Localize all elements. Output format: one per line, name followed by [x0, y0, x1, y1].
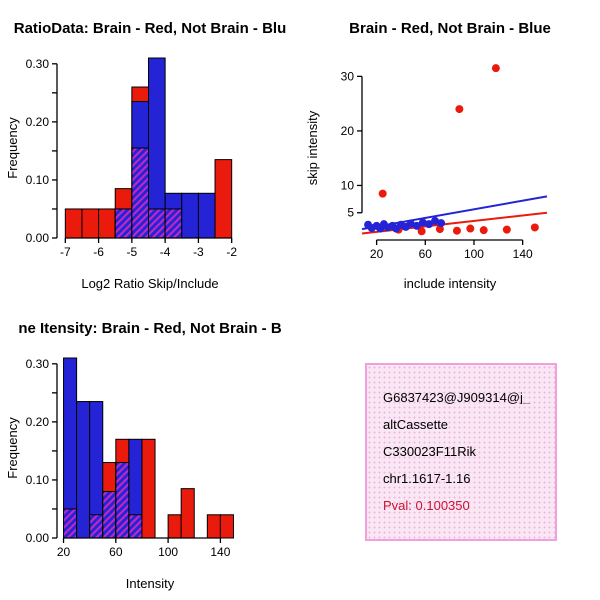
info-line-pvalue: Pval: 0.100350 — [383, 499, 470, 512]
svg-text:20: 20 — [57, 545, 71, 559]
panel-ratio-histogram: -7 -6 -5 -4 -3 -2 0.00 0.10 0.20 0.30 RatioData: … — [0, 0, 300, 300]
svg-text:-3: -3 — [193, 245, 204, 259]
gene-intensity-histogram-title: ne Itensity: Brain - Red, Not Brain - B — [18, 320, 282, 337]
svg-text:100: 100 — [464, 247, 484, 261]
ratio-histogram-title: RatioData: Brain - Red, Not Brain - Blu — [13, 20, 287, 37]
panel-intensity-scatter: 20 60 100 140 5 10 20 30 Brain - Red, Not Brain… — [300, 0, 600, 300]
intensity-scatter-xlabel: include intensity — [403, 276, 497, 291]
svg-text:30: 30 — [341, 69, 355, 83]
gene-intensity-histogram-xlabel: Intensity — [125, 576, 175, 591]
svg-text:60: 60 — [419, 247, 433, 261]
svg-text:-4: -4 — [160, 245, 171, 259]
ratio-histogram-ylabel: Frequency — [5, 117, 20, 179]
svg-text:0.00: 0.00 — [26, 531, 50, 545]
ratio-histogram-svg: -7 -6 -5 -4 -3 -2 0.00 0.10 0.20 0.30 — [26, 57, 238, 259]
svg-text:10: 10 — [341, 178, 355, 192]
gene-info-box: G6837423@J909314@j_ altCassette C330023F… — [365, 363, 557, 541]
svg-text:0.30: 0.30 — [26, 357, 50, 371]
intensity-scatter-title: Brain - Red, Not Brain - Blue — [349, 20, 551, 37]
gene-intensity-histogram-svg: 20 60 100 140 0.00 0.10 0.20 0.30 — [26, 357, 234, 559]
panel-gene-intensity-histogram: 20 60 100 140 0.00 0.10 0.20 0.30 ne Itensity: … — [0, 300, 300, 600]
svg-text:-2: -2 — [226, 245, 237, 259]
ratio-histogram-xlabel: Log2 Ratio Skip/Include — [81, 276, 219, 291]
info-line-gene-name: C330023F11Rik — [383, 445, 476, 458]
svg-text:140: 140 — [513, 247, 533, 261]
svg-text:0.20: 0.20 — [26, 115, 50, 129]
intensity-scatter-svg: 20 60 100 140 5 10 20 30 — [341, 64, 548, 261]
svg-text:0.10: 0.10 — [26, 173, 50, 187]
svg-text:0.00: 0.00 — [26, 231, 50, 245]
svg-text:-6: -6 — [93, 245, 104, 259]
svg-text:20: 20 — [370, 247, 384, 261]
intensity-scatter-ylabel: skip intensity — [305, 110, 320, 186]
svg-text:100: 100 — [158, 545, 178, 559]
svg-text:-7: -7 — [60, 245, 71, 259]
gene-intensity-histogram-ylabel: Frequency — [5, 417, 20, 479]
info-line-probe-id: G6837423@J909314@j_ — [383, 391, 531, 404]
svg-text:0.20: 0.20 — [26, 415, 50, 429]
info-line-locus: chr1.1617-1.16 — [383, 472, 471, 485]
svg-text:60: 60 — [109, 545, 123, 559]
svg-text:20: 20 — [341, 124, 355, 138]
info-line-event-type: altCassette — [383, 418, 449, 431]
svg-text:140: 140 — [210, 545, 230, 559]
svg-text:0.30: 0.30 — [26, 57, 50, 71]
svg-text:5: 5 — [347, 206, 354, 220]
panel-gene-info: G6837423@J909314@j_ altCassette C330023F… — [300, 300, 600, 600]
svg-text:-5: -5 — [127, 245, 138, 259]
svg-text:0.10: 0.10 — [26, 473, 50, 487]
